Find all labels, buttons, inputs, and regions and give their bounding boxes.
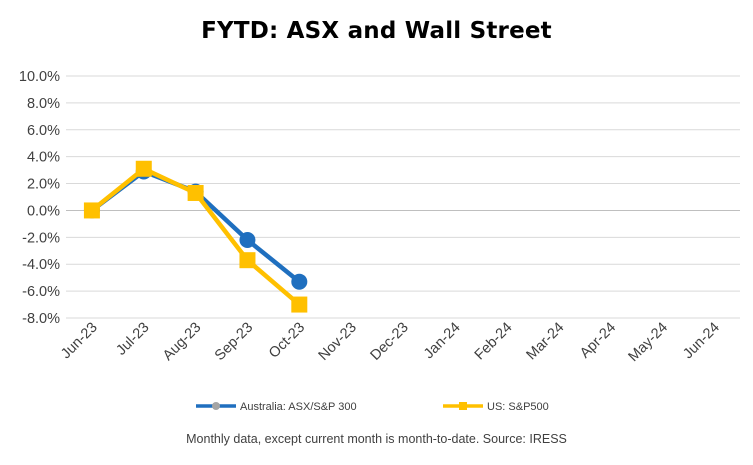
x-tick-label: Jan-24	[421, 320, 464, 363]
x-tick-label: Sep-23	[212, 320, 256, 364]
y-tick-label: -6.0%	[22, 284, 60, 300]
y-tick-label: 0.0%	[27, 203, 60, 219]
x-tick-label: Dec-23	[367, 320, 411, 364]
y-tick-label: 4.0%	[27, 150, 60, 166]
series-layer	[83, 160, 308, 313]
data-point	[187, 184, 204, 201]
y-tick-label: -8.0%	[22, 311, 60, 327]
x-tick-label: Oct-23	[266, 320, 308, 362]
y-tick-label: 10.0%	[19, 69, 60, 85]
y-tick-label: -4.0%	[22, 257, 60, 273]
x-tick-label: Jul-23	[113, 320, 152, 359]
gridlines	[66, 75, 740, 319]
x-tick-label: Nov-23	[316, 320, 360, 364]
y-tick-label: 6.0%	[27, 123, 60, 139]
legend-swatch-marker	[212, 402, 220, 410]
x-tick-label: May-24	[626, 320, 672, 366]
data-point	[291, 296, 308, 313]
x-tick-label: Jun-23	[58, 320, 101, 363]
data-point	[83, 202, 100, 219]
x-tick-label: Aug-23	[160, 320, 204, 364]
data-point	[291, 273, 308, 290]
y-tick-label: -2.0%	[22, 230, 60, 246]
x-axis: Jun-23 Jul-23 Aug-23 Sep-23 Oct-23 Nov-23 Dec-…	[58, 320, 723, 366]
legend: Australia: ASX/S&P 300 US: S&P500	[196, 401, 549, 413]
x-tick-label: Jun-24	[680, 320, 723, 363]
data-point	[135, 160, 152, 177]
legend-swatch-marker	[459, 402, 467, 410]
x-tick-label: Apr-24	[577, 320, 619, 362]
y-axis: -8.0% -6.0% -4.0% -2.0% 0.0% 2.0% 4.0% 6.0% 8.0%…	[19, 69, 60, 327]
data-point	[239, 252, 256, 269]
data-point	[239, 232, 256, 249]
chart-footnote: Monthly data, except current month is mo…	[186, 432, 567, 446]
y-tick-label: 2.0%	[27, 177, 60, 193]
legend-label: US: S&P500	[487, 401, 549, 413]
legend-label: Australia: ASX/S&P 300	[240, 401, 357, 413]
y-tick-label: 8.0%	[27, 96, 60, 112]
x-tick-label: Mar-24	[524, 320, 568, 364]
chart-title: FYTD: ASX and Wall Street	[201, 18, 552, 44]
x-tick-label: Feb-24	[472, 320, 516, 364]
